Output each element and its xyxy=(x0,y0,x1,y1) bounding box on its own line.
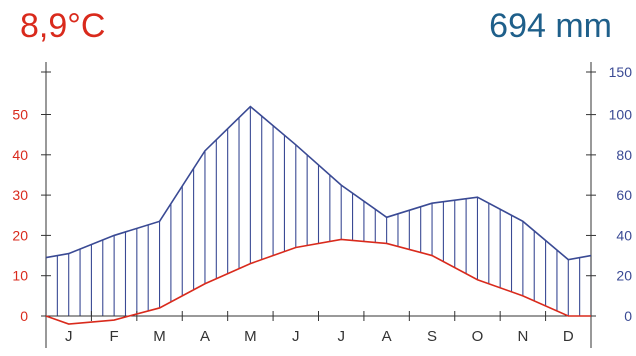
chart-labels: 0 10 20 30 40 50 0 20 40 60 80 100 150 J F M A M J J A S O N D xyxy=(12,64,632,345)
month-label: O xyxy=(472,328,484,345)
mean-temperature-label: 8,9°C xyxy=(20,7,106,45)
left-tick-label: 0 xyxy=(20,308,28,324)
right-tick-label: 40 xyxy=(616,227,632,243)
month-label: J xyxy=(292,328,300,345)
precipitation-line xyxy=(45,105,592,261)
annual-precipitation-label: 694 mm xyxy=(489,7,612,45)
month-label: A xyxy=(382,328,392,345)
right-tick-label: 100 xyxy=(609,107,633,123)
left-tick-label: 50 xyxy=(12,107,28,123)
precipitation-hatching xyxy=(45,106,592,316)
month-label: D xyxy=(563,328,574,345)
left-tick-label: 40 xyxy=(12,147,28,163)
left-tick-label: 20 xyxy=(12,227,28,243)
right-tick-label: 20 xyxy=(616,268,632,284)
left-tick-label: 10 xyxy=(12,268,28,284)
chart-series xyxy=(45,105,592,325)
month-label: M xyxy=(153,328,166,345)
month-label: A xyxy=(200,328,210,345)
right-tick-label: 60 xyxy=(616,187,632,203)
right-tick-label: 150 xyxy=(609,64,633,80)
month-label: J xyxy=(337,328,345,345)
chart-axes xyxy=(41,62,596,348)
temperature-line xyxy=(45,238,591,325)
month-label: J xyxy=(65,328,73,345)
month-label: M xyxy=(244,328,257,345)
month-label: S xyxy=(427,328,437,345)
right-tick-label: 0 xyxy=(624,308,632,324)
left-tick-label: 30 xyxy=(12,187,28,203)
month-label: F xyxy=(110,328,119,345)
right-tick-label: 80 xyxy=(616,147,632,163)
month-label: N xyxy=(517,328,528,345)
